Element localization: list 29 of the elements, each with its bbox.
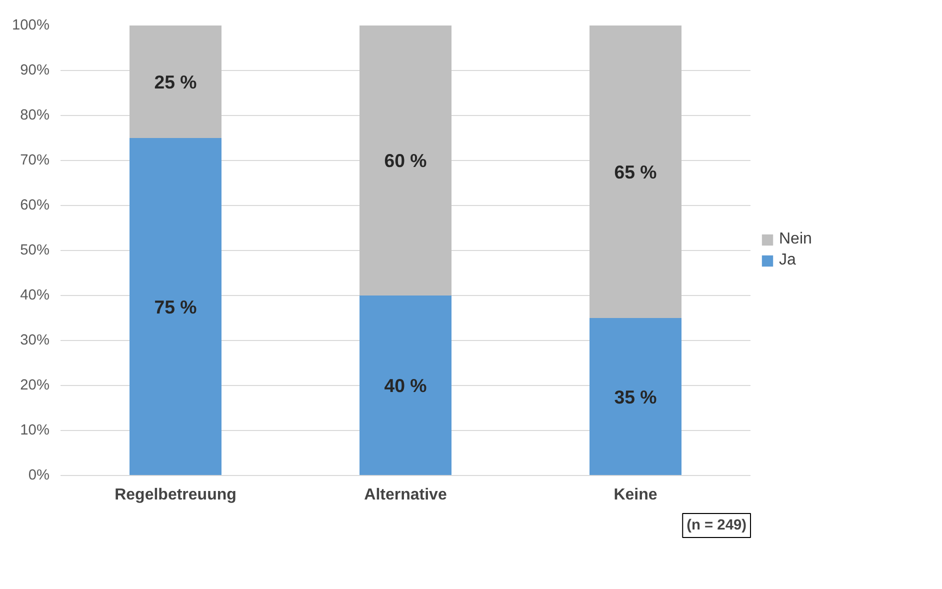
bar (130, 138, 222, 476)
y-tick-label: 30% (20, 332, 50, 348)
y-tick-label: 0% (28, 468, 50, 484)
legend-label: Ja (779, 252, 797, 270)
bar (130, 26, 222, 138)
data-label: 75 % (154, 296, 198, 318)
y-tick-label: 90% (20, 62, 50, 78)
y-tick-label: 40% (20, 288, 50, 304)
data-label: 60 % (384, 150, 428, 171)
bar (590, 26, 682, 318)
y-tick-label: 80% (20, 108, 50, 124)
x-tick-label: Alternative (364, 486, 447, 504)
bar (360, 296, 452, 476)
text: (n = 249) (686, 518, 747, 534)
y-tick-label: 20% (20, 378, 50, 394)
bar (590, 318, 682, 476)
bar (360, 26, 452, 296)
y-tick-label: 60% (20, 198, 50, 214)
legend-label: Nein (779, 230, 812, 248)
y-tick-label: 100% (12, 18, 50, 34)
y-tick-label: 50% (20, 242, 50, 258)
data-label: 40 % (384, 375, 428, 396)
x-tick-label: Regelbetreuung (114, 486, 236, 504)
x-tick-label: Keine (614, 486, 658, 504)
data-label: 65 % (614, 161, 658, 182)
y-tick-label: 70% (20, 152, 50, 168)
y-tick-label: 10% (20, 422, 50, 438)
data-label: 35 % (614, 386, 658, 408)
data-label: 25 % (154, 71, 198, 92)
